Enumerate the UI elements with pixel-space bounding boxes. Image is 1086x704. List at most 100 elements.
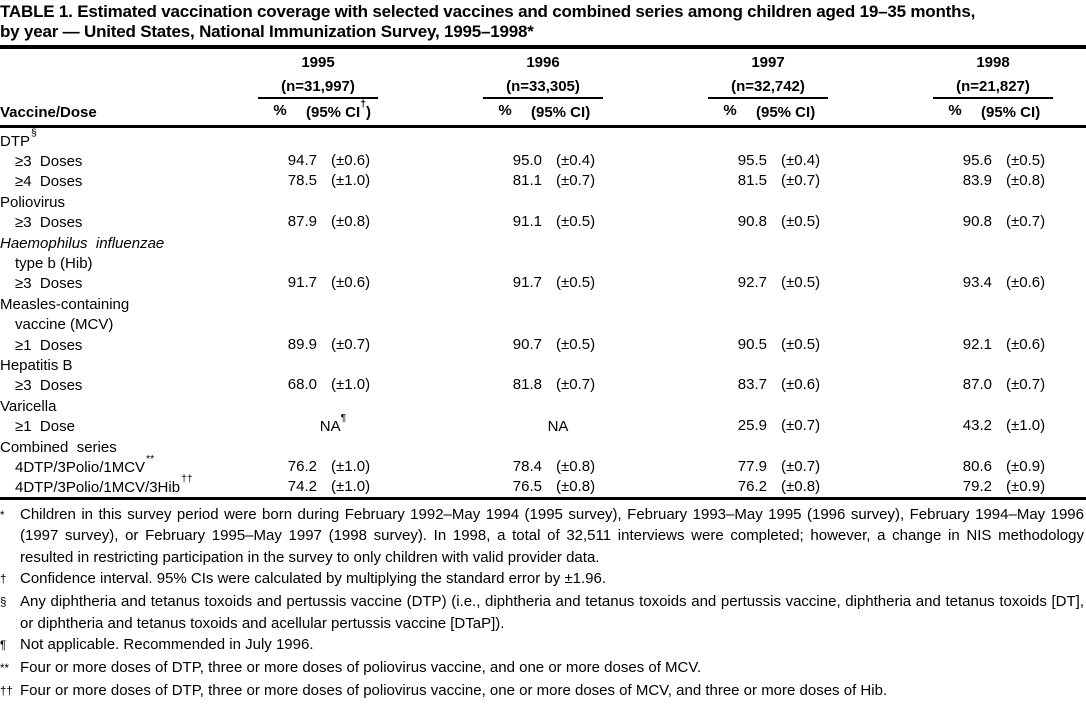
percent-value: 76.2: [737, 478, 767, 496]
ci-value: (±1.0): [331, 457, 371, 475]
value-cell: 77.9 (±0.7): [723, 458, 843, 475]
ci-value: (±0.5): [781, 335, 821, 353]
table-row: ≥4 Doses 78.5 (±1.0) 81.1 (±0.7) 81.5 (±0.7…: [0, 171, 1086, 191]
label-text: vaccine (MCV): [15, 316, 114, 334]
vaccine-dose-label: ≥3 Doses: [0, 375, 273, 394]
year-group-header: 1998 (n=21,827) % (95% CI): [933, 54, 1053, 125]
table-row: Haemophilus influenzae: [0, 232, 1086, 252]
footnote-marker: §: [0, 597, 7, 610]
footnote-marker-superscript: §: [31, 126, 37, 139]
vaccine-dose-label: 4DTP/3Polio/1MCV/3Hib††: [0, 473, 273, 497]
value-cell: 90.8 (±0.5): [723, 213, 843, 230]
value-cell: 81.5 (±0.7): [723, 172, 843, 189]
footnote-marker: ¶: [0, 639, 7, 652]
label-text: type b (Hib): [15, 255, 93, 273]
ci-value: (±0.8): [781, 478, 821, 496]
label-text: Hepatitis B: [0, 356, 73, 374]
footnote-marker-superscript: ††: [181, 473, 193, 486]
percent-value: 90.7: [512, 335, 542, 353]
ci-value: (±0.7): [781, 457, 821, 475]
value-cell: 78.4 (±0.8): [498, 458, 618, 475]
vaccine-dose-label: DTP§: [0, 127, 258, 150]
table-row: type b (Hib): [0, 252, 1086, 272]
footnote-marker: †: [0, 573, 7, 586]
vaccine-dose-label: ≥4 Doses: [0, 171, 273, 190]
ci-value: (±0.8): [556, 457, 596, 475]
sample-size-label: (n=33,305): [483, 78, 603, 99]
footnote: † Confidence interval. 95% CIs were calc…: [0, 568, 1086, 591]
dagger-superscript: †: [360, 98, 367, 110]
percent-value: 79.2: [962, 478, 992, 496]
na-text: NA: [319, 418, 341, 436]
percent-column-label: %: [948, 102, 962, 119]
na-text: NA: [547, 418, 569, 436]
label-text: 4DTP/3Polio/1MCV: [15, 458, 146, 476]
ci-value: (±1.0): [331, 478, 371, 496]
value-cell: 94.7 (±0.6): [273, 152, 393, 169]
value-cell: 95.6 (±0.5): [948, 152, 1068, 169]
label-text: 4DTP/3Polio/1MCV/3Hib: [15, 479, 181, 497]
table-row: Measles-containing: [0, 293, 1086, 313]
year-label: 1997: [751, 54, 785, 71]
ci-value: (±0.9): [1006, 478, 1046, 496]
label-text: ≥4 Doses: [15, 173, 83, 191]
label-text: Varicella: [0, 397, 57, 415]
ci-value: (±0.4): [781, 152, 821, 170]
value-cell: 87.9 (±0.8): [273, 213, 393, 230]
vaccine-dose-label: Haemophilus influenzae: [0, 233, 258, 252]
value-cell: 79.2 (±0.9): [948, 478, 1068, 495]
year-group-header: 1997 (n=32,742) % (95% CI): [708, 54, 828, 125]
top-rule: [0, 45, 1086, 49]
ci-value: (±1.0): [1006, 417, 1046, 435]
footnote: § Any diphtheria and tetanus toxoids and…: [0, 591, 1086, 634]
value-cell: 90.8 (±0.7): [948, 213, 1068, 230]
ci-value: (±0.7): [781, 172, 821, 190]
ci-value: (±0.4): [556, 152, 596, 170]
column-subheader: % (95% CI): [933, 99, 1053, 125]
table-row: ≥1 Doses 89.9 (±0.7) 90.7 (±0.5) 90.5 (±0.5…: [0, 334, 1086, 354]
ci-value: (±0.7): [556, 376, 596, 394]
percent-value: 81.1: [512, 172, 542, 190]
ci-value: (±0.5): [781, 213, 821, 231]
footnote: ¶ Not applicable. Recommended in July 19…: [0, 634, 1086, 657]
table-row: Hepatitis B: [0, 354, 1086, 374]
value-cell: 76.2 (±0.8): [723, 478, 843, 495]
ci-value: (±0.7): [1006, 376, 1046, 394]
ci-value: (±0.5): [556, 274, 596, 292]
footnote-text: Four or more doses of DTP, three or more…: [20, 659, 702, 677]
table-row: ≥3 Doses 68.0 (±1.0) 81.8 (±0.7) 83.7 (±0.6…: [0, 375, 1086, 395]
ci-value: (±0.8): [1006, 172, 1046, 190]
value-cell: 80.6 (±0.9): [948, 458, 1068, 475]
ci-value: (±1.0): [331, 376, 371, 394]
vaccine-dose-label: 4DTP/3Polio/1MCV**: [0, 453, 273, 476]
label-text: Measles-containing: [0, 295, 130, 313]
percent-value: 93.4: [962, 274, 992, 292]
table-row: ≥3 Doses 94.7 (±0.6) 95.0 (±0.4) 95.5 (±0.4…: [0, 150, 1086, 170]
ci-value: (±0.6): [781, 376, 821, 394]
footnote-marker-superscript: **: [146, 452, 155, 465]
table-title: TABLE 1. Estimated vaccination coverage …: [0, 0, 1086, 42]
percent-value: 76.5: [512, 478, 542, 496]
value-cell: 92.7 (±0.5): [723, 274, 843, 291]
table-header-row: Vaccine/Dose 1995 (n=31,997) % (95% CI†)…: [0, 49, 1086, 125]
table-row: ≥3 Doses 87.9 (±0.8) 91.1 (±0.5) 90.8 (±0.5…: [0, 212, 1086, 232]
value-cell: 43.2 (±1.0): [948, 417, 1068, 434]
table-row: vaccine (MCV): [0, 314, 1086, 334]
table-row: ≥1 Dose NA¶ NA 25.9 (±0.7) 43.2 (±1.0): [0, 412, 1086, 436]
sample-size-label: (n=32,742): [708, 78, 828, 99]
vaccine-dose-label: Hepatitis B: [0, 355, 258, 374]
ci-value: (±0.8): [556, 478, 596, 496]
ci-value: (±0.5): [556, 335, 596, 353]
percent-value: 78.5: [287, 172, 317, 190]
percent-value: 87.0: [962, 376, 992, 394]
footnote-text: Four or more doses of DTP, three or more…: [20, 682, 888, 700]
ci-value: (±0.6): [1006, 335, 1046, 353]
ci-value: (±0.7): [556, 172, 596, 190]
value-cell: 76.5 (±0.8): [498, 478, 618, 495]
ci-column-label: (95% CI): [756, 104, 816, 121]
footnote-text: Children in this survey period were born…: [20, 506, 1084, 566]
footnote: ** Four or more doses of DTP, three or m…: [0, 657, 1086, 680]
percent-value: 89.9: [287, 335, 317, 353]
footnote-text: Not applicable. Recommended in July 1996…: [20, 635, 314, 653]
year-label: 1995: [301, 54, 335, 71]
